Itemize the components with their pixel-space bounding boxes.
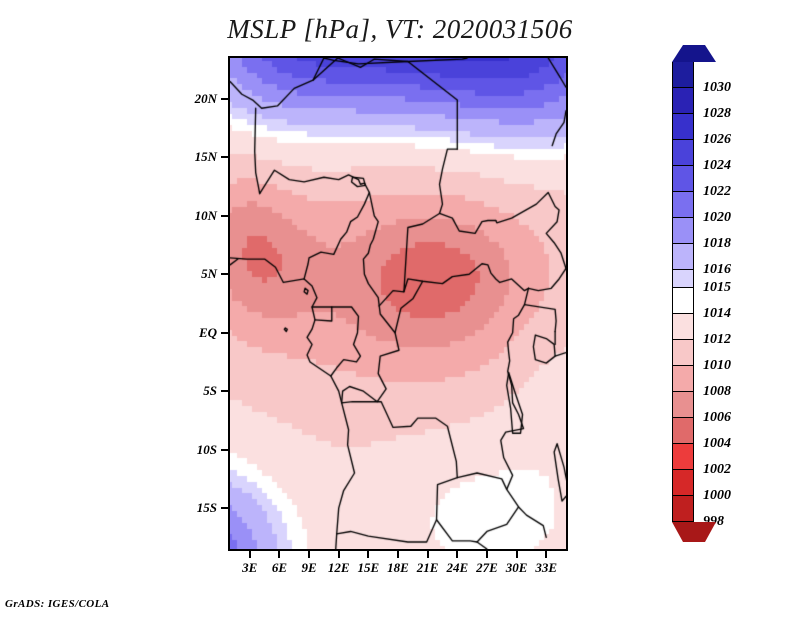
colorbar-band: 1024	[672, 140, 731, 173]
latitude-tick	[221, 273, 228, 276]
longitude-tick	[367, 551, 370, 558]
colorbar-band: 1010	[672, 340, 731, 373]
colorbar-band: 1014	[672, 288, 731, 321]
latitude-tick	[221, 390, 228, 393]
longitude-tick	[248, 551, 251, 558]
latitude-label: 5S	[203, 383, 217, 399]
colorbar-band: 1015	[672, 270, 731, 295]
colorbar-band: 1000	[672, 470, 731, 503]
colorbar-arrow-bottom	[672, 522, 716, 542]
longitude-tick	[485, 551, 488, 558]
colorbar-tick-label: 1024	[703, 158, 731, 173]
longitude-tick	[308, 551, 311, 558]
colorbar-tick-label: 1018	[703, 236, 731, 251]
longitude-label: 33E	[535, 560, 558, 575]
latitude-label: 10N	[194, 207, 217, 223]
longitude-label: 9E	[301, 560, 317, 575]
colorbar-band: 1006	[672, 392, 731, 425]
colorbar-tick-label: 1002	[703, 462, 731, 477]
longitude-tick	[426, 551, 429, 558]
colorbar-band: 1022	[672, 166, 731, 199]
colorbar-tick-label: 1010	[703, 358, 731, 373]
latitude-label: 15S	[196, 500, 217, 516]
latitude-tick	[221, 507, 228, 510]
colorbar-tick-label: 1008	[703, 384, 731, 399]
colorbar-tick-label: 1022	[703, 184, 731, 199]
longitude-tick	[515, 551, 518, 558]
longitude-tick	[337, 551, 340, 558]
colorbar-tick-label: 1030	[703, 80, 731, 95]
latitude-label: 10S	[196, 441, 217, 457]
longitude-label: 15E	[357, 560, 380, 575]
longitude-tick	[278, 551, 281, 558]
longitude-label: 30E	[505, 560, 528, 575]
colorbar-tick-label: 1026	[703, 132, 731, 147]
colorbar-band: 1012	[672, 314, 731, 347]
longitude-label: 3E	[242, 560, 258, 575]
colorbar-tick-label: 1012	[703, 332, 731, 347]
colorbar-tick-label: 1000	[703, 488, 731, 503]
page-title: MSLP [hPa], VT: 2020031506	[227, 14, 573, 44]
colorbar-band: 1026	[672, 114, 731, 147]
longitude-tick	[456, 551, 459, 558]
longitude-label: 6E	[271, 560, 287, 575]
colorbar-tick-label: 1028	[703, 106, 731, 121]
colorbar-band: 1002	[672, 444, 731, 477]
colorbar-arrow-top	[672, 45, 716, 62]
colorbar-tick-label: 1016	[703, 262, 731, 277]
latitude-tick	[221, 331, 228, 334]
map-plot-area: 20N 15N 10N 5N EQ 5S 10S 15S 3E 6E 9E 12E 15E 18E 21E…	[195, 56, 568, 575]
colorbar-tick-label: 1014	[703, 306, 731, 321]
longitude-label: 27E	[476, 560, 498, 575]
colorbar-band: 1004	[672, 418, 731, 451]
colorbar-tick-label: 1020	[703, 210, 731, 225]
latitude-label: 5N	[201, 266, 217, 282]
longitude-label: 24E	[446, 560, 469, 575]
colorbar: 1030 1028 1026 1024 1022 1020 1018 1016 1015 1014…	[672, 45, 731, 542]
latitude-label: 15N	[194, 149, 217, 165]
latitude-tick	[221, 156, 228, 159]
colorbar-tick-label: 1006	[703, 410, 731, 425]
colorbar-tick-label: 1004	[703, 436, 731, 451]
latitude-tick	[221, 97, 228, 100]
latitude-tick	[221, 214, 228, 217]
longitude-label: 21E	[416, 560, 439, 575]
map-frame	[228, 56, 568, 551]
colorbar-band: 998	[672, 496, 724, 529]
latitude-tick	[221, 448, 228, 451]
longitude-label: 12E	[327, 560, 350, 575]
mslp-field-canvas	[230, 58, 566, 549]
latitude-label: 20N	[194, 90, 217, 106]
colorbar-band: 1020	[672, 192, 731, 225]
colorbar-band: 1008	[672, 366, 731, 399]
colorbar-band: 1018	[672, 218, 731, 251]
colorbar-tick-label: 1015	[703, 280, 731, 295]
longitude-tick	[545, 551, 548, 558]
colorbar-band: 1030	[672, 62, 731, 95]
colorbar-band: 1016	[672, 244, 731, 277]
latitude-label: EQ	[198, 324, 217, 340]
footer-credit: GrADS: IGES/COLA	[5, 598, 110, 610]
longitude-tick	[397, 551, 399, 558]
longitude-label: 18E	[387, 560, 409, 575]
colorbar-band: 1028	[672, 88, 731, 121]
